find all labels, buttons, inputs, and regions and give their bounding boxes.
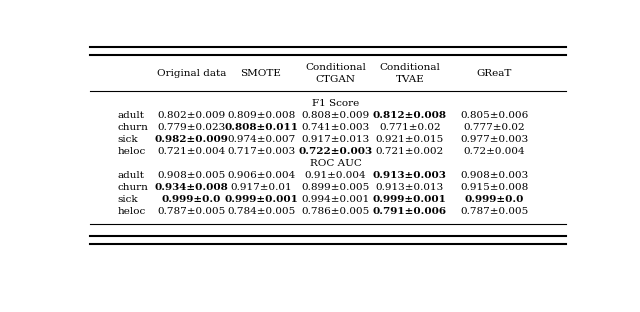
- Text: heloc: heloc: [117, 147, 145, 156]
- Text: ROC AUC: ROC AUC: [310, 159, 362, 168]
- Text: 0.999±0.0: 0.999±0.0: [465, 195, 524, 204]
- Text: 0.917±0.013: 0.917±0.013: [301, 135, 369, 144]
- Text: 0.977±0.003: 0.977±0.003: [460, 135, 528, 144]
- Text: 0.908±0.005: 0.908±0.005: [157, 171, 226, 180]
- Text: 0.787±0.005: 0.787±0.005: [460, 207, 528, 216]
- Text: adult: adult: [117, 111, 144, 120]
- Text: heloc: heloc: [117, 207, 145, 216]
- Text: 0.808±0.009: 0.808±0.009: [301, 111, 369, 120]
- Text: 0.994±0.001: 0.994±0.001: [301, 195, 369, 204]
- Text: 0.809±0.008: 0.809±0.008: [227, 111, 295, 120]
- Text: 0.717±0.003: 0.717±0.003: [227, 147, 295, 156]
- Text: 0.721±0.002: 0.721±0.002: [376, 147, 444, 156]
- Text: sick: sick: [117, 135, 138, 144]
- Text: TVAE: TVAE: [396, 75, 424, 84]
- Text: 0.786±0.005: 0.786±0.005: [301, 207, 369, 216]
- Text: 0.802±0.009: 0.802±0.009: [157, 111, 226, 120]
- Text: 0.999±0.001: 0.999±0.001: [373, 195, 447, 204]
- Text: 0.779±0.023: 0.779±0.023: [157, 123, 226, 132]
- Text: 0.777±0.02: 0.777±0.02: [463, 123, 525, 132]
- Text: 0.812±0.008: 0.812±0.008: [373, 111, 447, 120]
- Text: CTGAN: CTGAN: [316, 75, 355, 84]
- Text: 0.908±0.003: 0.908±0.003: [460, 171, 528, 180]
- Text: SMOTE: SMOTE: [241, 69, 282, 78]
- Text: Conditional: Conditional: [305, 63, 366, 72]
- Text: 0.999±0.0: 0.999±0.0: [162, 195, 221, 204]
- Text: sick: sick: [117, 195, 138, 204]
- Text: 0.974±0.007: 0.974±0.007: [227, 135, 295, 144]
- Text: 0.91±0.004: 0.91±0.004: [305, 171, 366, 180]
- Text: 0.934±0.008: 0.934±0.008: [155, 183, 228, 192]
- Text: 0.741±0.003: 0.741±0.003: [301, 123, 369, 132]
- Text: 0.721±0.004: 0.721±0.004: [157, 147, 226, 156]
- Text: GReaT: GReaT: [476, 69, 512, 78]
- Text: 0.899±0.005: 0.899±0.005: [301, 183, 369, 192]
- Text: 0.913±0.013: 0.913±0.013: [376, 183, 444, 192]
- Text: 0.913±0.003: 0.913±0.003: [373, 171, 447, 180]
- Text: Original data: Original data: [157, 69, 227, 78]
- Text: churn: churn: [117, 123, 148, 132]
- Text: 0.906±0.004: 0.906±0.004: [227, 171, 295, 180]
- Text: Conditional: Conditional: [380, 63, 440, 72]
- Text: 0.999±0.001: 0.999±0.001: [224, 195, 298, 204]
- Text: 0.722±0.003: 0.722±0.003: [298, 147, 372, 156]
- Text: 0.72±0.004: 0.72±0.004: [463, 147, 525, 156]
- Text: 0.808±0.011: 0.808±0.011: [224, 123, 298, 132]
- Text: 0.791±0.006: 0.791±0.006: [372, 207, 447, 216]
- Text: 0.917±0.01: 0.917±0.01: [230, 183, 292, 192]
- Text: 0.921±0.015: 0.921±0.015: [376, 135, 444, 144]
- Text: 0.771±0.02: 0.771±0.02: [379, 123, 441, 132]
- Text: 0.805±0.006: 0.805±0.006: [460, 111, 528, 120]
- Text: 0.915±0.008: 0.915±0.008: [460, 183, 528, 192]
- Text: 0.982±0.009: 0.982±0.009: [155, 135, 228, 144]
- Text: churn: churn: [117, 183, 148, 192]
- Text: 0.787±0.005: 0.787±0.005: [157, 207, 226, 216]
- Text: F1 Score: F1 Score: [312, 99, 359, 108]
- Text: adult: adult: [117, 171, 144, 180]
- Text: 0.784±0.005: 0.784±0.005: [227, 207, 295, 216]
